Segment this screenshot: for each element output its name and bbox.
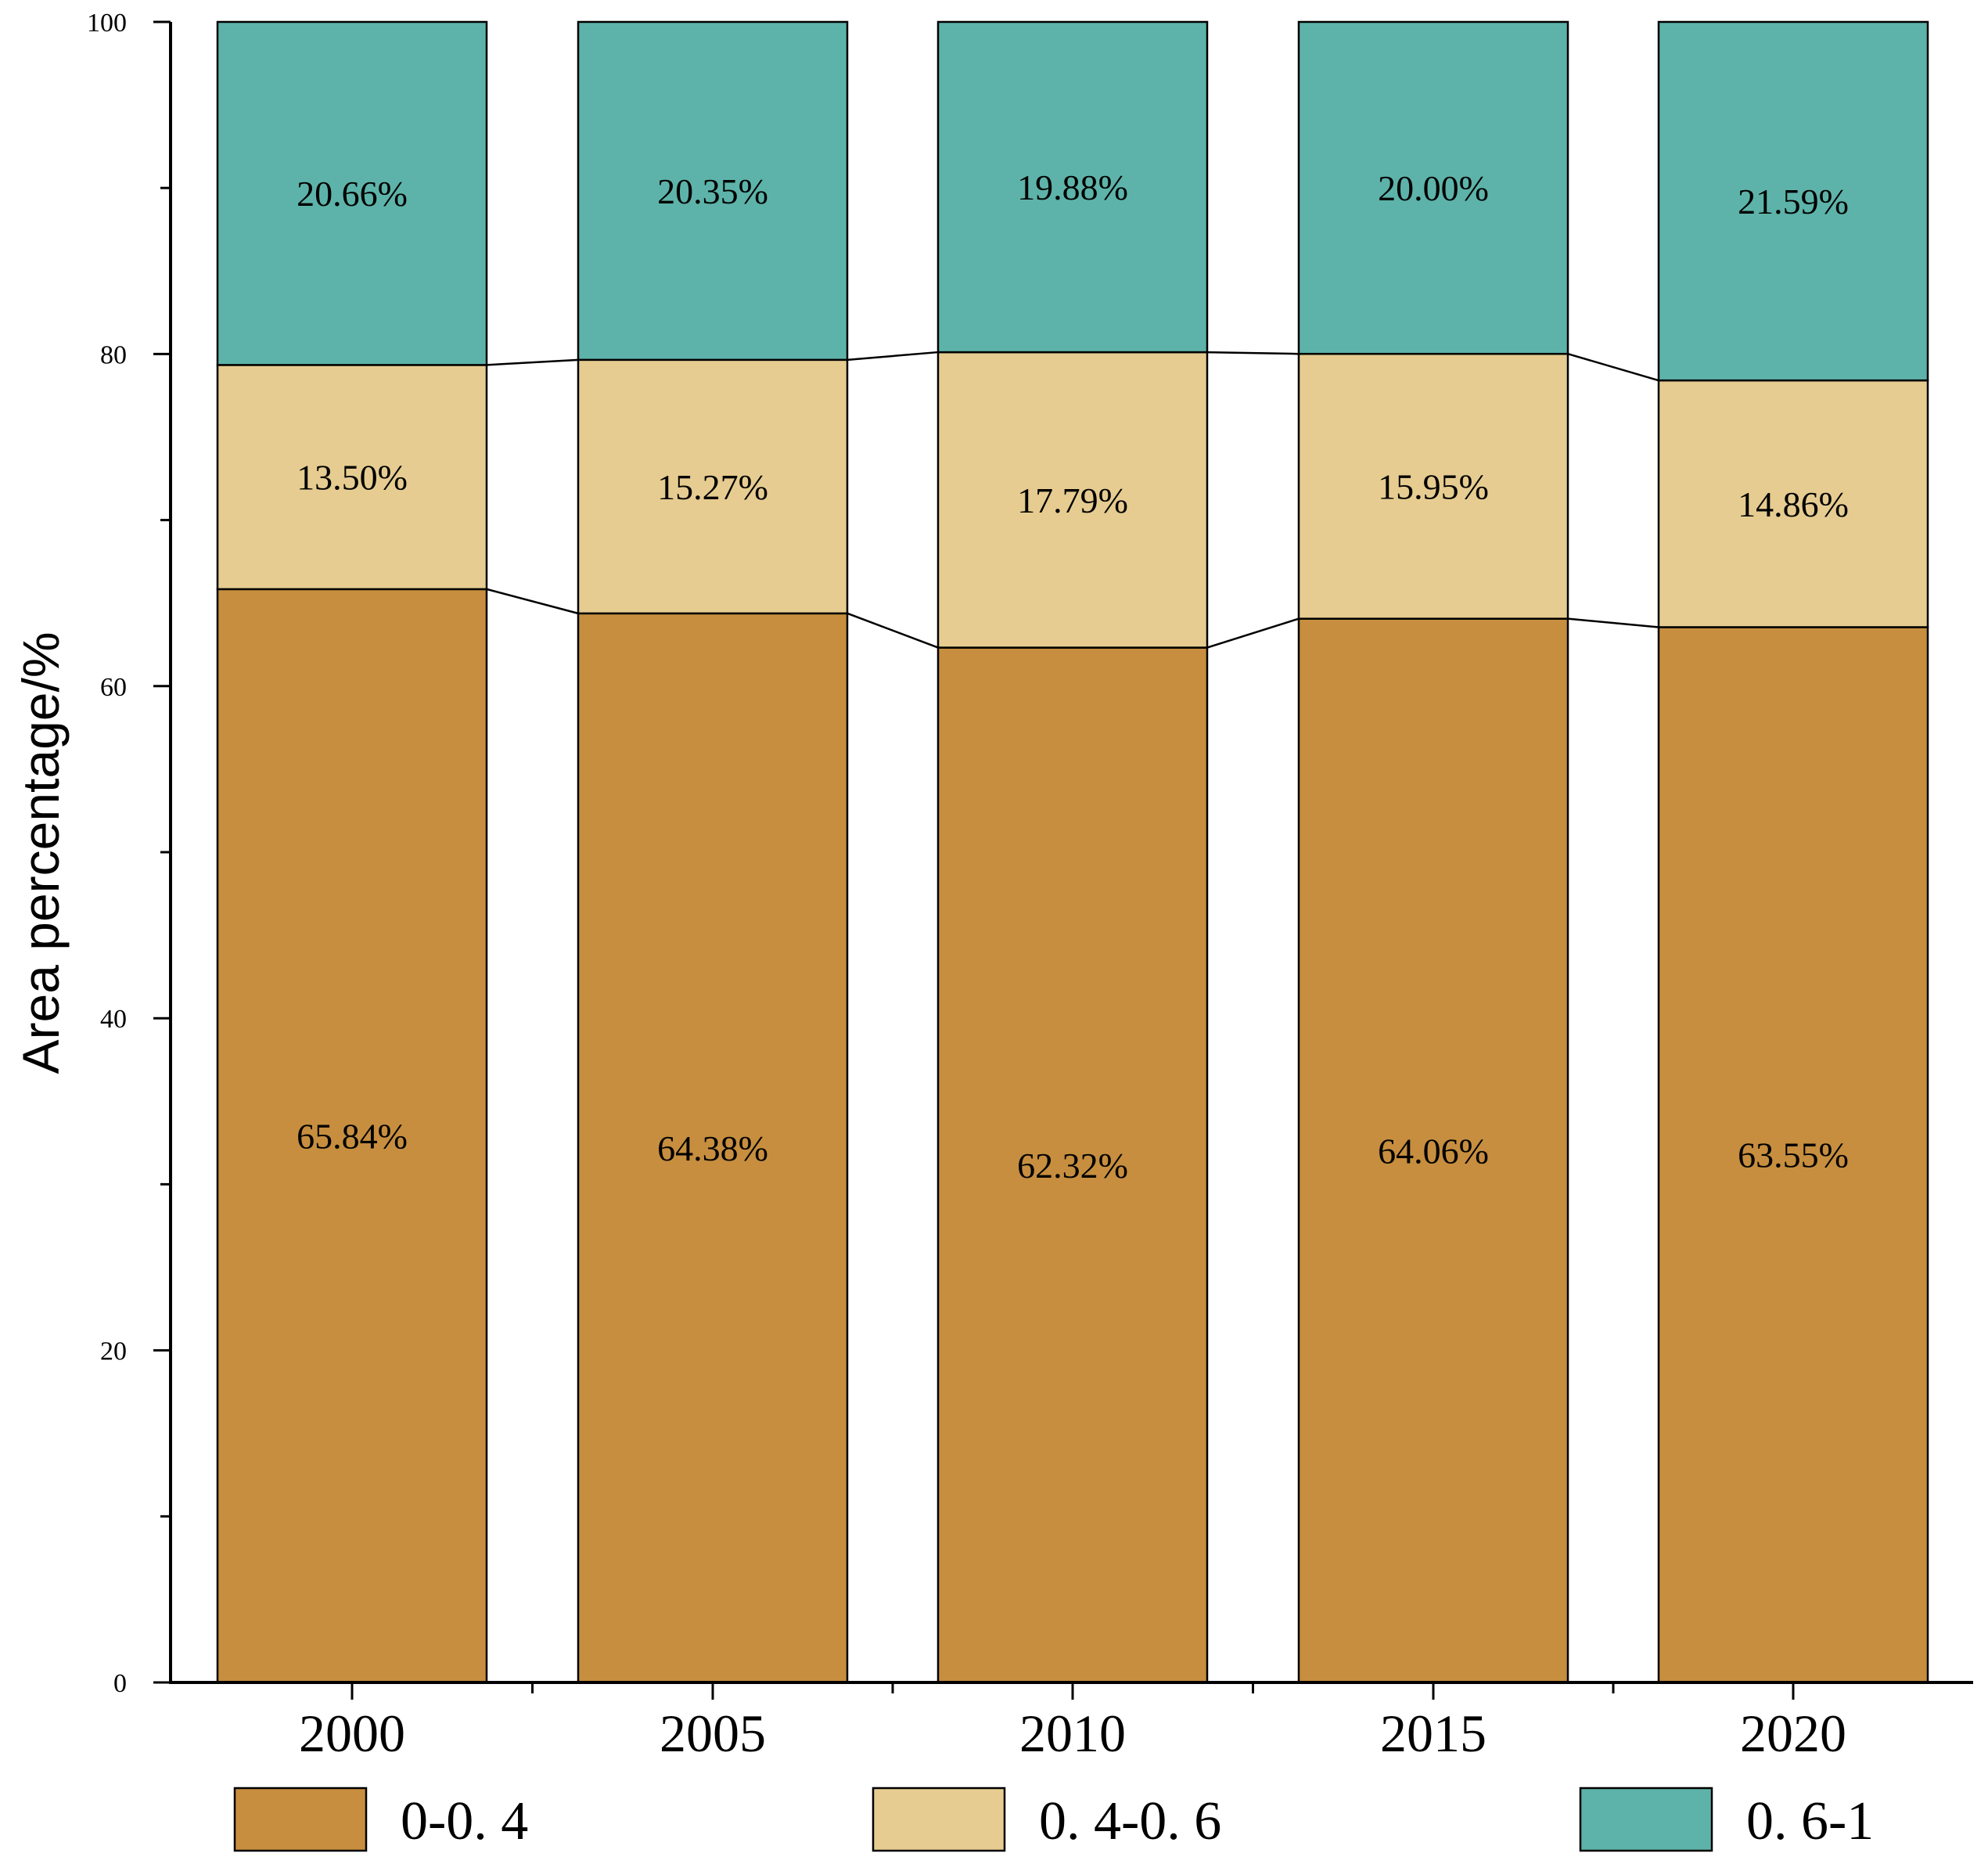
x-tick-label-2015: 2015 [1380,1704,1487,1763]
bars-layer [216,20,1929,1684]
x-tick-label-2010: 2010 [1019,1704,1126,1763]
legend-label-3: 0. 6-1 [1746,1791,1874,1851]
bar-segment-2015-2 [1297,352,1569,620]
bar-segment-2000-1 [216,588,488,1684]
bar-segment-2005-3 [577,20,849,362]
bar-segment-2010-2 [936,351,1209,649]
segment-label-2005-2: 15.27% [657,467,768,507]
x-tick-label-2005: 2005 [660,1704,766,1763]
bar-segment-2015-3 [1297,20,1569,355]
segment-label-2000-2: 13.50% [297,458,408,498]
x-tick-label-2000: 2000 [299,1704,405,1763]
segment-label-2005-1: 64.38% [657,1128,768,1168]
bar-segment-2010-1 [936,646,1209,1684]
segment-label-2020-2: 14.86% [1738,484,1849,524]
connector-line-2-4 [1567,352,1659,382]
y-tick-label-0: 0 [113,1669,127,1698]
connector-line-1-2 [847,612,939,649]
x-tick-label-2020: 2020 [1740,1704,1846,1763]
connector-line-1-4 [1567,617,1659,628]
connector-line-1-3 [1206,617,1300,649]
bar-segment-2005-2 [577,358,849,615]
segment-label-2015-3: 20.00% [1378,168,1489,208]
x-ticks: 2000 2005 2010 2015 2020 [299,1682,1846,1763]
legend-swatch-1 [233,1787,368,1852]
legend-swatch-3 [1579,1787,1713,1852]
segment-label-2020-3: 21.59% [1738,182,1849,221]
segment-label-2010-2: 17.79% [1017,480,1128,520]
y-tick-label-100: 100 [87,9,127,38]
segment-labels: 65.84% 13.50% 20.66% 64.38% 15.27% 20.35% 62.3… [297,167,1849,1186]
connector-lines [486,351,1659,649]
legend-label-1: 0-0. 4 [401,1791,528,1851]
connector-line-2-1 [486,358,579,366]
legend-swatch-2 [872,1787,1006,1852]
bar-segment-2005-1 [577,612,849,1684]
bar-segment-2010-3 [936,20,1209,354]
y-tick-label-60: 60 [100,673,127,702]
segment-label-2010-1: 62.32% [1017,1146,1128,1186]
bar-segment-2000-3 [216,20,488,366]
segment-label-2000-1: 65.84% [297,1116,408,1156]
y-tick-label-80: 80 [100,340,127,369]
connector-line-1-1 [486,588,579,615]
connector-line-2-2 [847,351,939,362]
legend: 0-0. 4 0. 4-0. 6 0. 6-1 [233,1787,1874,1852]
segment-label-2015-1: 64.06% [1378,1131,1489,1171]
bar-segment-2020-3 [1657,20,1929,382]
segment-label-2005-3: 20.35% [657,171,768,211]
segment-label-2000-3: 20.66% [297,174,408,214]
y-tick-label-20: 20 [100,1337,127,1366]
y-tick-label-40: 40 [100,1005,127,1034]
segment-label-2010-3: 19.88% [1017,167,1128,207]
bar-segment-2015-1 [1297,617,1569,1684]
segment-label-2015-2: 15.95% [1378,466,1489,506]
bar-segment-2020-1 [1657,626,1929,1684]
segment-label-2020-1: 63.55% [1738,1135,1849,1175]
y-ticks: 0 20 40 60 80 100 [87,9,171,1698]
y-axis-label: Area percentage/% [12,632,70,1074]
connector-line-2-3 [1206,351,1300,355]
legend-label-2: 0. 4-0. 6 [1039,1791,1221,1851]
bar-segment-2000-2 [216,364,488,591]
